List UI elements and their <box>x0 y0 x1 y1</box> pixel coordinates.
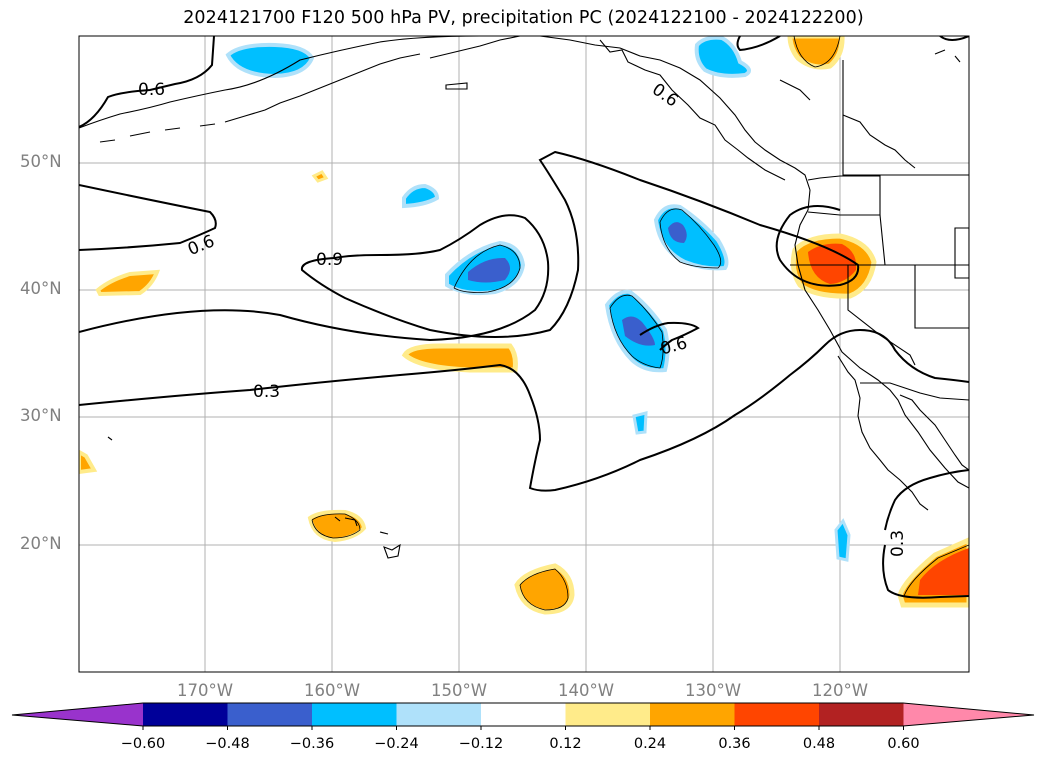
colorbar-segment <box>143 703 228 726</box>
pv-contour-09 <box>79 150 860 342</box>
contour-label: 0.9 <box>316 250 343 270</box>
precip-area-hawaii <box>307 509 367 543</box>
lon-label-170w: 170°W <box>176 681 234 700</box>
lon-label-130w: 130°W <box>684 681 742 700</box>
colorbar-tick-label: 0.24 <box>633 736 667 752</box>
pv-contour-03 <box>79 328 969 492</box>
pv-contours <box>79 36 969 599</box>
colorbar-tick-label: 0.36 <box>718 736 751 752</box>
precip-area-small-south <box>632 411 648 435</box>
colorbar-segment <box>481 703 566 726</box>
pv-contour-06-west <box>79 184 217 251</box>
colorbar-segment <box>396 703 482 726</box>
colorbar-tick-label: −0.48 <box>205 736 250 752</box>
colorbar-segment <box>565 703 651 726</box>
lon-label-140w: 140°W <box>557 681 615 700</box>
lat-label-20n: 20°N <box>20 534 62 553</box>
lon-label-150w: 150°W <box>430 681 488 700</box>
pv-contour-03-sw <box>882 544 969 599</box>
colorbar-segment <box>819 703 904 726</box>
pv-contour-06-north <box>79 36 215 128</box>
precip-area-se-alaska <box>694 36 751 78</box>
colorbar-tick-label: 0.12 <box>549 736 582 752</box>
pv-contour-06-east <box>639 321 700 351</box>
map-plot: 0.6 0.6 0.9 0.3 0.6 0.6 0.3 <box>78 35 970 673</box>
lon-label-120w: 120°W <box>811 681 869 700</box>
precip-area-gulf-of-alaska <box>225 42 315 79</box>
precip-positive-areas <box>79 36 969 615</box>
precip-area-southeast <box>514 563 575 615</box>
precip-area-baja <box>834 518 851 562</box>
contour-label: 0.3 <box>253 382 280 402</box>
colorbar-segment <box>227 703 313 726</box>
precip-area-small-north <box>311 170 329 183</box>
colorbar-extend-min <box>12 703 143 726</box>
precip-area-central-east <box>653 204 729 271</box>
colorbar-segment <box>650 703 735 726</box>
precip-area-bc-coast <box>787 36 845 70</box>
precip-area-far-west <box>79 449 98 475</box>
colorbar <box>11 702 1035 730</box>
contour-label: 0.3 <box>888 530 908 557</box>
colorbar-tick-label: −0.60 <box>120 736 166 752</box>
plot-area <box>79 36 969 672</box>
precip-outline <box>311 36 969 611</box>
colorbar-tick-label: −0.24 <box>374 736 419 752</box>
lat-label-40n: 40°N <box>20 279 62 298</box>
colorbar-tick-label: −0.12 <box>458 736 504 752</box>
pv-contour-03-south <box>884 469 969 531</box>
lon-label-160w: 160°W <box>303 681 361 700</box>
colorbar-tick-label: −0.36 <box>289 736 335 752</box>
plot-frame <box>78 35 970 673</box>
colorbar-segment <box>312 703 397 726</box>
colorbar-tick-label: 0.48 <box>802 736 836 752</box>
contour-label: 0.6 <box>138 80 165 100</box>
precip-area-subtropical-band <box>401 343 518 373</box>
colorbar-extend-max <box>903 703 1034 726</box>
lat-label-30n: 30°N <box>20 406 62 425</box>
precip-area-north-pacific <box>402 183 440 209</box>
lat-label-50n: 50°N <box>20 152 62 171</box>
coastlines <box>79 36 969 559</box>
chart-title: 2024121700 F120 500 hPa PV, precipitatio… <box>183 8 864 28</box>
colorbar-segment <box>734 703 820 726</box>
precip-area-west <box>95 269 161 297</box>
colorbar-tick-label: 0.60 <box>887 736 920 752</box>
